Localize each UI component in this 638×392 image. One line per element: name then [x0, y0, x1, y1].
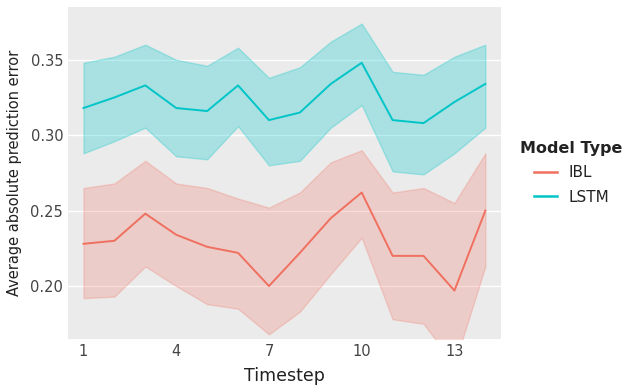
X-axis label: Timestep: Timestep — [244, 367, 325, 385]
Legend: IBL, LSTM: IBL, LSTM — [513, 134, 630, 212]
Y-axis label: Average absolute prediction error: Average absolute prediction error — [7, 50, 22, 296]
